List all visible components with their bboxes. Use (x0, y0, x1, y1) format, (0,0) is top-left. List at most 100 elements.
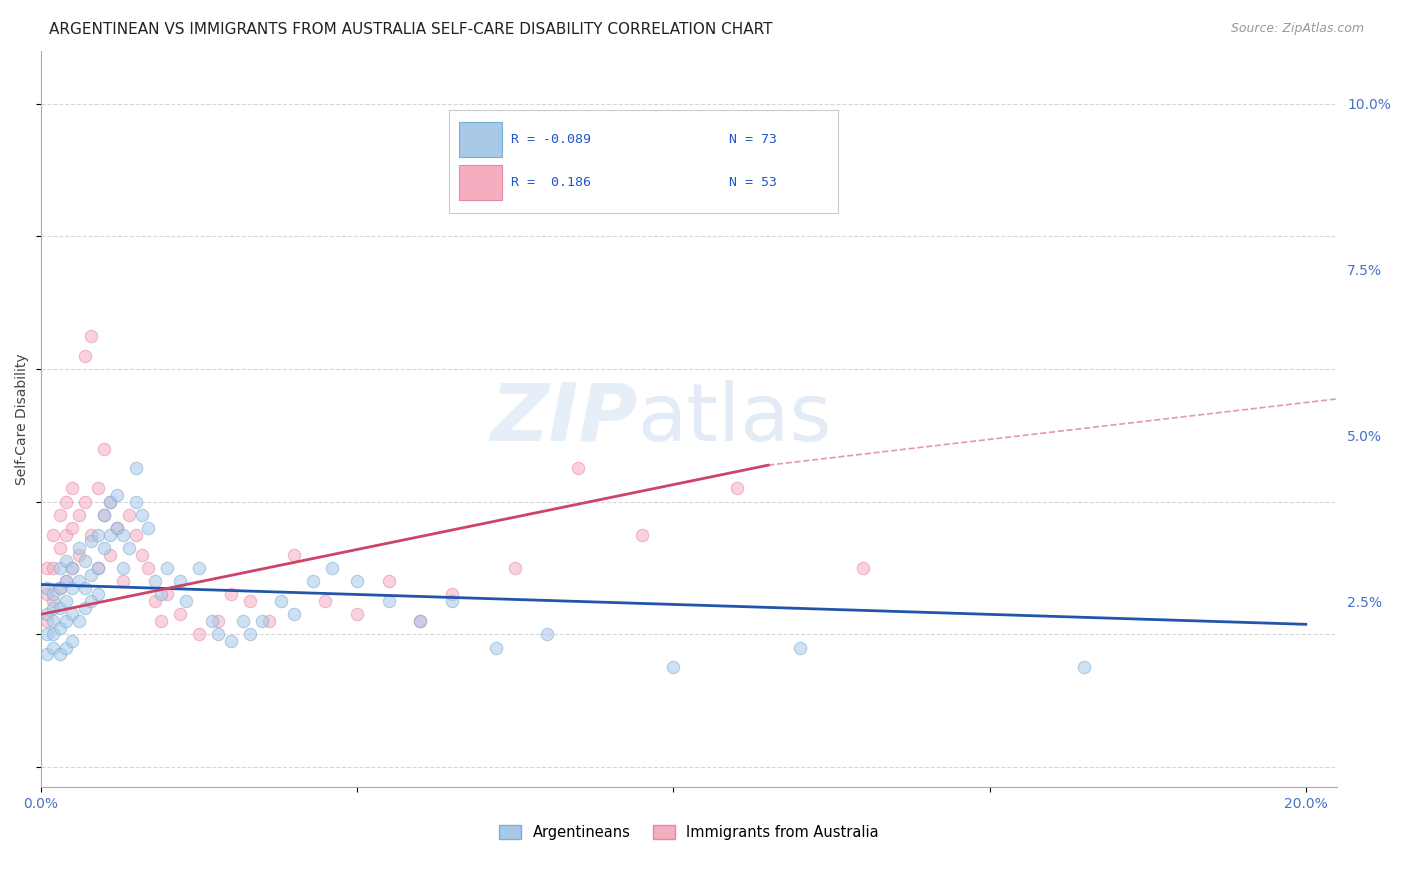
Point (42, 594, 65, 608)
Text: atlas: atlas (637, 380, 831, 458)
Point (42, 528, 65, 542)
Point (49, 581, 72, 595)
Point (207, 627, 229, 641)
Point (143, 594, 166, 608)
Y-axis label: Self-Care Disability: Self-Care Disability (15, 353, 30, 484)
Point (37, 561, 59, 575)
Point (67, 548, 90, 562)
Point (67, 574, 90, 589)
Point (207, 614, 229, 628)
Point (55, 554, 77, 568)
Point (112, 561, 135, 575)
Point (105, 488, 128, 502)
Point (62, 633, 84, 648)
Point (93, 508, 115, 522)
Point (112, 574, 135, 589)
Point (409, 614, 432, 628)
Point (55, 574, 77, 589)
Point (42, 561, 65, 575)
Point (283, 607, 305, 622)
Point (187, 561, 209, 575)
Point (42, 587, 65, 601)
Point (485, 640, 508, 655)
Point (270, 594, 292, 608)
Point (118, 541, 141, 555)
Legend: Argentineans, Immigrants from Australia: Argentineans, Immigrants from Australia (494, 819, 884, 846)
Point (80, 329, 103, 343)
Point (75, 581, 97, 595)
Point (314, 594, 336, 608)
Point (42, 600, 65, 615)
Point (55, 574, 77, 589)
Point (100, 548, 122, 562)
Point (75, 349, 97, 363)
Point (346, 574, 368, 589)
Point (346, 607, 368, 622)
Point (80, 534, 103, 549)
Point (55, 614, 77, 628)
Point (567, 461, 589, 475)
Text: ARGENTINEAN VS IMMIGRANTS FROM AUSTRALIA SELF-CARE DISABILITY CORRELATION CHART: ARGENTINEAN VS IMMIGRANTS FROM AUSTRALIA… (49, 22, 773, 37)
Point (503, 561, 526, 575)
Point (42, 614, 65, 628)
Point (67, 508, 90, 522)
Point (93, 541, 115, 555)
Point (93, 508, 115, 522)
Point (37, 647, 59, 661)
Point (87, 561, 110, 575)
Point (440, 587, 463, 601)
Point (156, 561, 179, 575)
Point (131, 508, 153, 522)
Text: Source: ZipAtlas.com: Source: ZipAtlas.com (1230, 22, 1364, 36)
Point (67, 614, 90, 628)
Point (131, 548, 153, 562)
Point (62, 482, 84, 496)
Point (100, 494, 122, 508)
Point (136, 521, 159, 535)
Point (49, 541, 72, 555)
Point (124, 494, 146, 508)
Point (100, 494, 122, 508)
Point (257, 614, 280, 628)
Point (75, 600, 97, 615)
Point (238, 627, 260, 641)
Point (219, 587, 242, 601)
Point (630, 528, 652, 542)
Point (49, 508, 72, 522)
Point (62, 607, 84, 622)
Point (136, 561, 159, 575)
Point (80, 594, 103, 608)
Point (62, 561, 84, 575)
Point (662, 660, 685, 674)
Point (49, 600, 72, 615)
Point (67, 541, 90, 555)
Point (238, 594, 260, 608)
Point (156, 587, 179, 601)
Point (118, 508, 141, 522)
Point (149, 614, 172, 628)
Point (87, 587, 110, 601)
Point (1073, 660, 1095, 674)
Point (93, 442, 115, 456)
Point (789, 640, 811, 655)
Point (105, 521, 128, 535)
Point (200, 614, 222, 628)
Point (75, 554, 97, 568)
Point (55, 494, 77, 508)
Point (725, 482, 748, 496)
Point (124, 461, 146, 475)
Point (55, 594, 77, 608)
Point (87, 561, 110, 575)
Point (301, 574, 323, 589)
Point (42, 640, 65, 655)
Point (377, 574, 399, 589)
Point (409, 614, 432, 628)
Point (100, 528, 122, 542)
Point (124, 528, 146, 542)
Point (62, 521, 84, 535)
Point (37, 614, 59, 628)
Point (49, 621, 72, 635)
Point (80, 528, 103, 542)
Point (55, 528, 77, 542)
Point (37, 607, 59, 622)
